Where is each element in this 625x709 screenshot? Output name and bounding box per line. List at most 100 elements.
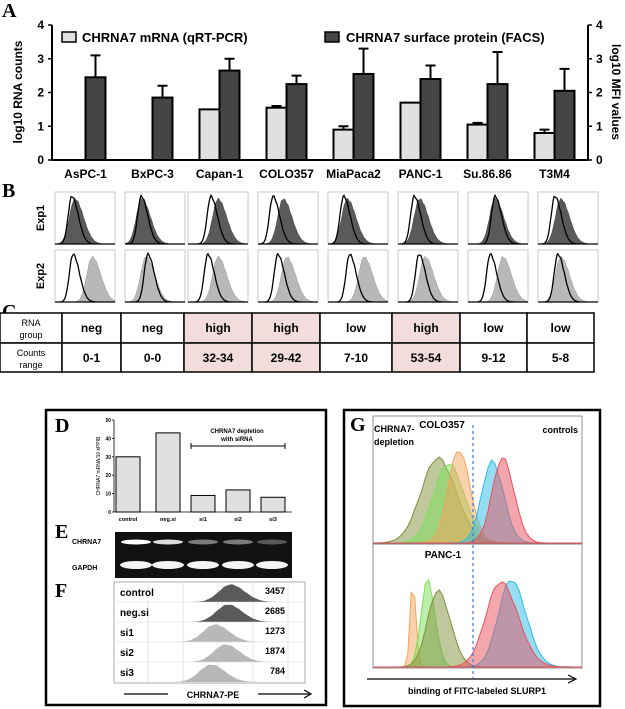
y-tick-label-left: 2	[37, 86, 44, 100]
g-controls-label: controls	[542, 425, 578, 435]
counts-range-value: 0-0	[144, 351, 162, 365]
x-tick-label: PANC-1	[399, 167, 443, 181]
y-tick-label-left: 4	[37, 18, 44, 32]
f-histogram	[150, 664, 280, 682]
panel-label-f: F	[55, 580, 67, 602]
rna-group-value: low	[346, 321, 367, 335]
flow-histogram-exp2	[124, 249, 186, 303]
rna-group-value: high	[205, 321, 230, 335]
gapdh-band	[256, 561, 288, 569]
d-bar	[115, 456, 141, 513]
bar-mrna	[332, 128, 355, 161]
rna-group-value: high	[273, 321, 298, 335]
bar-mrna	[466, 123, 489, 161]
table-cell	[183, 312, 253, 344]
panel-def-frame	[44, 408, 328, 707]
x-tick-label: COLO357	[259, 167, 314, 181]
bar-facs	[419, 78, 442, 161]
table-cell	[61, 342, 122, 373]
chrna7-band	[153, 539, 183, 545]
chrna7-band	[121, 539, 151, 545]
control-histogram	[328, 253, 388, 303]
flow-histogram-exp2	[257, 249, 319, 303]
panel-g-frame	[342, 408, 602, 708]
g-colo357-title: COLO357	[419, 420, 465, 431]
bar-facs	[285, 83, 308, 161]
x-tick-label: Su.86.86	[463, 167, 512, 181]
g-bottom-frame	[372, 543, 583, 669]
counts-range-value: 29-42	[271, 351, 302, 365]
f-row-label: si3	[120, 668, 134, 679]
y-axis-label-right: log10 MFI values	[609, 44, 623, 140]
flow-histogram-exp1	[327, 191, 389, 245]
d-y-tick-label: 30	[105, 455, 111, 461]
row-header-cell	[0, 312, 63, 344]
chrna7-band	[188, 539, 218, 545]
counts-range-value: 0-1	[83, 351, 101, 365]
blot-image	[115, 532, 292, 578]
f-row-label: si1	[120, 628, 134, 639]
row-header-line2: group	[19, 330, 42, 340]
control-histogram	[55, 253, 115, 303]
table-cell	[120, 342, 185, 373]
g-colo357-histogram	[373, 457, 582, 544]
table-cell	[251, 342, 321, 373]
control-histogram	[398, 254, 458, 303]
f-row-label: control	[120, 588, 154, 599]
d-x-tick-label: si1	[199, 517, 207, 523]
table-cell	[391, 342, 461, 373]
flow-histogram-exp1	[187, 191, 249, 245]
row-header-line2: range	[19, 360, 42, 370]
rna-group-value: neg	[81, 321, 102, 335]
d-y-tick-label: 20	[105, 473, 111, 479]
counts-range-value: 7-10	[344, 351, 368, 365]
d-x-tick-label: si2	[234, 517, 242, 523]
bar-facs	[84, 76, 107, 161]
bar-facs	[486, 83, 509, 161]
panel-label-g: G	[350, 414, 366, 436]
counts-range-value: 9-12	[481, 351, 505, 365]
y-tick-label-left: 0	[37, 153, 44, 167]
f-arrow-head-icon	[303, 689, 313, 699]
control-histogram	[125, 252, 185, 303]
bar-facs	[553, 89, 576, 161]
f-row-label: neg.si	[120, 608, 149, 619]
flow-histogram-exp2	[54, 249, 116, 303]
x-tick-label: Capan-1	[196, 167, 244, 181]
f-histogram	[150, 604, 280, 622]
f-histogram	[150, 584, 280, 602]
bar-facs	[151, 96, 174, 161]
d-annotation-line2: with siRNA	[220, 437, 253, 443]
panel-c-table: RNA group neg neg high high low high low low Count…	[0, 312, 595, 373]
f-histogram	[150, 644, 280, 662]
g-panc1-title: PANC-1	[425, 550, 462, 561]
control-histogram	[328, 194, 388, 245]
d-bar	[155, 432, 181, 513]
panel-label-e: E	[55, 521, 68, 543]
row-header-line1: RNA	[21, 318, 40, 328]
flow-histogram-exp2	[327, 249, 389, 303]
legend-swatch-facs	[324, 31, 340, 43]
panel-a-bar-chart: CHRNA7 mRNA (qRT-PCR) CHRNA7 surface pro…	[11, 18, 623, 181]
row-label-exp2: Exp2	[35, 263, 47, 289]
d-y-axis-label: CHRNA7 mRNA/10 kPPIB	[96, 436, 102, 496]
d-bar	[225, 489, 251, 513]
d-y-tick-label: 40	[105, 436, 111, 442]
y-tick-label-left: 1	[37, 119, 44, 133]
gapdh-band	[222, 561, 254, 569]
bar-mrna	[265, 106, 288, 161]
d-x-tick-label: neg.si	[160, 517, 176, 523]
d-y-tick-label: 50	[105, 418, 111, 424]
flow-histogram-exp1	[54, 191, 116, 245]
control-histogram	[125, 193, 185, 245]
legend-swatch-mrna	[61, 31, 77, 43]
flow-histogram-exp2	[397, 249, 459, 303]
panel-f-flow-overlay: CHRNA7-PE control 3457 neg.si 2685 si1 1273 si…	[113, 581, 313, 700]
f-mfi-value: 3457	[265, 586, 285, 596]
f-mfi-value: 784	[270, 666, 285, 676]
f-histogram	[150, 624, 280, 642]
y-tick-label-right: 1	[596, 119, 603, 133]
row-label-exp1: Exp1	[35, 205, 47, 231]
band-label-chrna7: CHRNA7	[72, 539, 101, 546]
panel-b-flow-histograms: Exp1 Exp2	[35, 191, 599, 303]
